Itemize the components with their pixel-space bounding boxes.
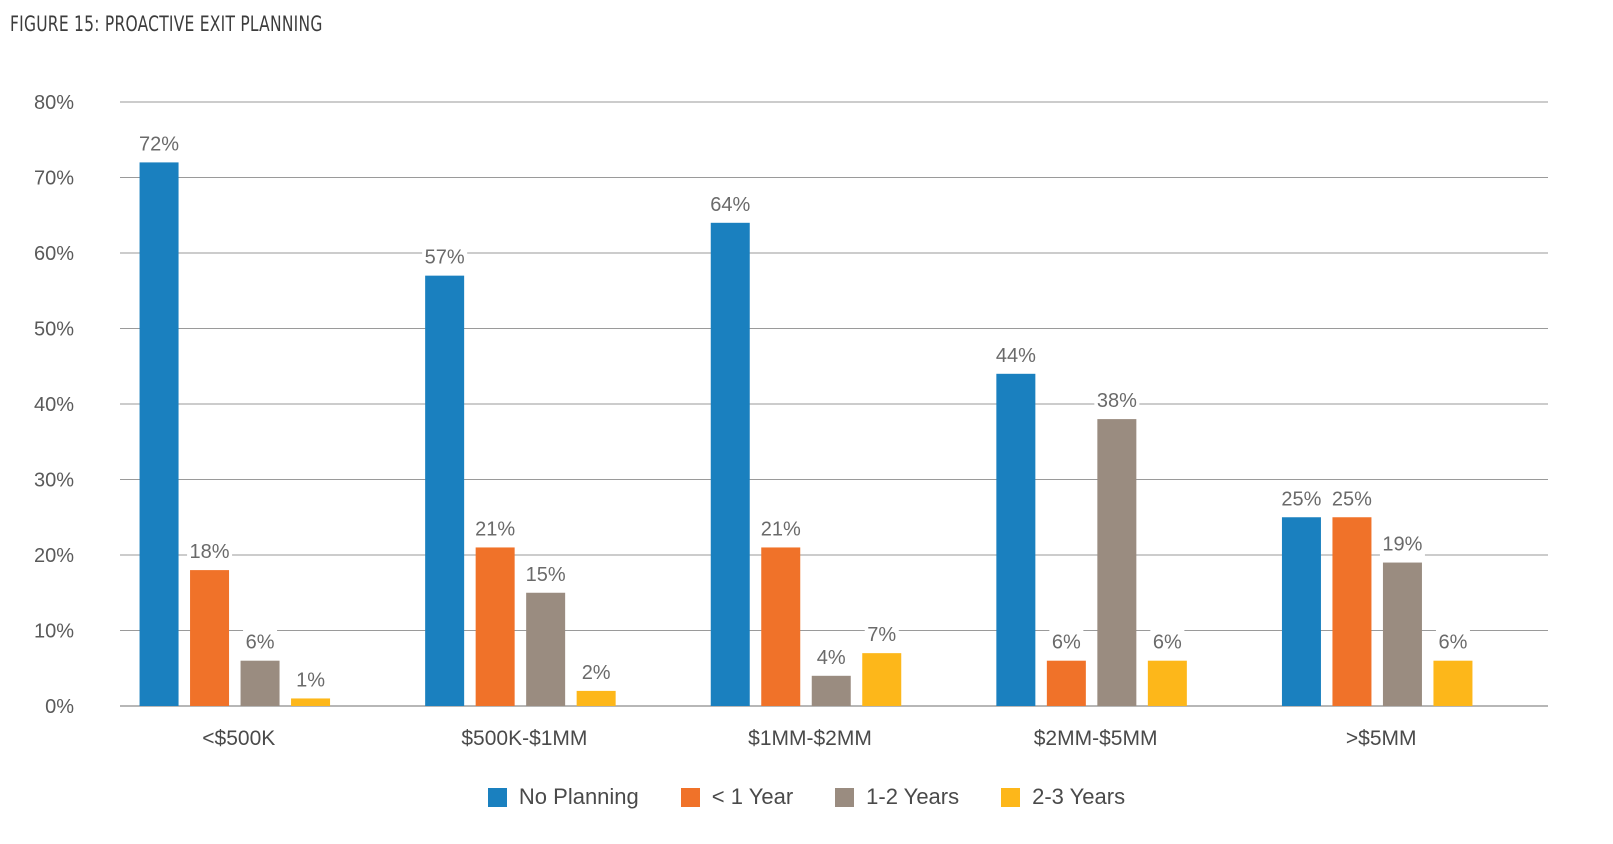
legend-swatch: [1001, 787, 1021, 807]
bar: [996, 373, 1036, 706]
legend-item: 1-2 Years: [835, 784, 959, 810]
data-label: 1%: [296, 669, 325, 691]
bar: [475, 547, 515, 706]
bar: [862, 653, 902, 706]
data-label: 25%: [1332, 488, 1372, 510]
gridlines: [120, 101, 1548, 707]
legend-label: < 1 Year: [711, 784, 794, 809]
data-label-background: [579, 659, 614, 684]
figure-title: FIGURE 15: PROACTIVE EXIT PLANNING: [10, 12, 323, 36]
legend-swatch: [680, 787, 700, 807]
bar-chart: 0% 10% 20% 30% 40% 50% 60% 70% 80% 72% 18% 6% 1% 57%…: [34, 92, 1548, 750]
bars: 72% 18% 6% 1% 57% 21% 15% 2% 64% 21% 4% 7% 44% 6% 38% 6…: [136, 131, 1473, 707]
data-label: 25%: [1281, 488, 1321, 510]
data-label: 6%: [246, 632, 275, 654]
bar: [1433, 660, 1473, 706]
bar: [139, 162, 179, 706]
x-tick-label: <$500K: [202, 727, 275, 750]
x-tick-label: >$5MM: [1346, 727, 1417, 750]
data-label: 64%: [710, 194, 750, 216]
bar: [811, 675, 851, 706]
data-label: 2%: [582, 662, 611, 684]
data-label: 6%: [1153, 632, 1182, 654]
data-label-background: [814, 644, 849, 669]
data-label-background: [864, 622, 899, 647]
x-axis-tick-labels: <$500K $500K-$1MM $1MM-$2MM $2MM-$5MM >$5MM: [202, 727, 1416, 750]
legend-label: No Planning: [518, 784, 639, 809]
data-label: 38%: [1097, 390, 1137, 412]
data-label-background: [422, 244, 468, 269]
legend-item: < 1 Year: [680, 784, 794, 810]
data-label: 4%: [817, 647, 846, 669]
bar: [1147, 660, 1187, 706]
legend-label: 1-2 Years: [866, 784, 960, 809]
data-label: 21%: [475, 518, 515, 540]
data-label-background: [136, 131, 182, 156]
y-tick-label: 40%: [34, 394, 74, 416]
data-label-background: [1094, 388, 1140, 413]
data-label: 6%: [1438, 632, 1467, 654]
bar: [1281, 517, 1321, 706]
y-tick-label: 70%: [34, 168, 74, 190]
data-label: 19%: [1382, 534, 1422, 556]
data-label: 57%: [425, 247, 465, 269]
data-label-background: [472, 516, 518, 541]
data-label-background: [1049, 629, 1084, 654]
legend-item: 2-3 Years: [1001, 784, 1125, 810]
bar: [576, 690, 616, 706]
bar: [291, 698, 331, 706]
y-tick-label: 10%: [34, 621, 74, 643]
legend: No Planning < 1 Year 1-2 Years 2-3 Years: [0, 784, 1613, 810]
y-axis-tick-labels: 0% 10% 20% 30% 40% 50% 60% 70% 80%: [34, 92, 74, 718]
bar: [1097, 419, 1137, 706]
data-label-background: [523, 561, 569, 586]
data-label: 21%: [761, 518, 801, 540]
data-label: 7%: [867, 624, 896, 646]
y-tick-label: 0%: [45, 696, 74, 718]
data-label-background: [758, 516, 804, 541]
data-label: 15%: [526, 564, 566, 586]
bar: [240, 660, 280, 706]
y-tick-label: 80%: [34, 92, 74, 114]
bar: [1332, 517, 1372, 706]
y-tick-label: 50%: [34, 319, 74, 341]
x-tick-label: $2MM-$5MM: [1034, 727, 1158, 750]
data-label: 44%: [996, 345, 1036, 367]
legend-swatch: [835, 787, 855, 807]
data-label: 6%: [1052, 632, 1081, 654]
data-label-background: [1379, 531, 1425, 556]
bar: [1046, 660, 1086, 706]
bar: [190, 570, 230, 706]
data-label-background: [293, 667, 328, 692]
y-tick-label: 60%: [34, 243, 74, 265]
legend-swatch: [487, 787, 507, 807]
x-tick-label: $1MM-$2MM: [748, 727, 872, 750]
bar: [710, 222, 750, 707]
data-label-background: [993, 342, 1039, 367]
data-label: 72%: [139, 133, 179, 155]
data-label-background: [1329, 486, 1375, 511]
x-tick-label: $500K-$1MM: [461, 727, 587, 750]
data-label: 18%: [190, 541, 230, 563]
bar: [425, 275, 465, 706]
legend-item: No Planning: [487, 784, 639, 810]
bar: [526, 592, 566, 706]
data-label-background: [707, 191, 753, 216]
y-tick-label: 30%: [34, 470, 74, 492]
data-label-background: [1150, 629, 1185, 654]
legend-label: 2-3 Years: [1032, 784, 1126, 809]
y-tick-label: 20%: [34, 545, 74, 567]
bar: [761, 547, 801, 706]
data-label-background: [1435, 629, 1470, 654]
data-label-background: [243, 629, 278, 654]
data-label-background: [1278, 486, 1324, 511]
data-label-background: [187, 539, 233, 564]
bar: [1382, 562, 1422, 706]
